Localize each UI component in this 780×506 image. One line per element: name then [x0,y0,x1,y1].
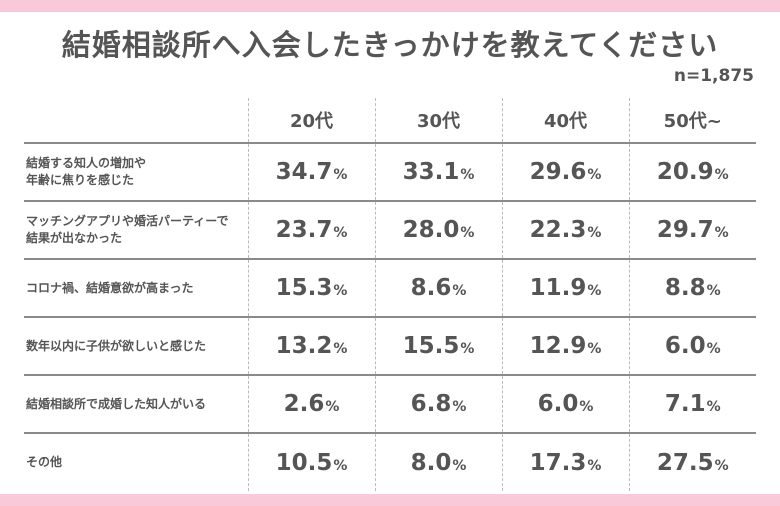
value-cell: 29.6% [501,143,629,201]
percent-unit: % [706,283,721,299]
value-cell: 27.5% [628,433,756,491]
percent-unit: % [460,225,475,241]
value-number: 23.7 [275,217,333,243]
value-number: 2.6 [283,391,325,417]
value-number: 11.9 [529,275,587,301]
percent-unit: % [325,399,340,415]
table-row: 結婚相談所で成婚した知人がいる 2.6% 6.8% 6.0% 7.1% [24,375,756,433]
chart-title: 結婚相談所へ入会したきっかけを教えてください [61,28,719,62]
value-number: 7.1 [664,391,706,417]
value-cell: 33.1% [374,143,502,201]
percent-unit: % [587,341,602,357]
percent-unit: % [714,225,729,241]
percent-unit: % [460,167,475,183]
value-cell: 15.3% [247,259,375,317]
value-number: 27.5 [656,449,714,476]
value-number: 22.3 [529,217,587,243]
value-cell: 29.7% [628,201,756,259]
table-row: コロナ禍、結婚意欲が高まった 15.3% 8.6% 11.9% 8.8% [24,259,756,317]
table-row: 結婚する知人の増加や 年齢に焦りを感じた 34.7% 33.1% 29.6% 20.9% [24,143,756,201]
column-header: 30代 [374,98,502,143]
percent-unit: % [587,283,602,299]
percent-unit: % [460,341,475,357]
percent-unit: % [714,457,729,474]
row-label: マッチングアプリや婚活パーティーで 結果が出なかった [26,214,229,245]
value-cell: 15.5% [374,317,502,375]
value-cell: 7.1% [628,375,756,433]
value-number: 34.7 [275,159,333,185]
column-header: 40代 [501,98,629,143]
percent-unit: % [714,167,729,183]
value-cell: 17.3% [501,433,629,491]
value-cell: 8.6% [374,259,502,317]
value-cell: 12.9% [501,317,629,375]
value-number: 15.5 [402,333,460,359]
percent-unit: % [452,399,467,415]
value-cell: 6.0% [628,317,756,375]
value-cell: 8.8% [628,259,756,317]
table-row: 数年以内に子供が欲しいと感じた 13.2% 15.5% 12.9% 6.0% [24,317,756,375]
value-cell: 13.2% [247,317,375,375]
row-label: コロナ禍、結婚意欲が高まった [26,280,194,295]
row-label: 結婚相談所で成婚した知人がいる [26,396,207,411]
value-number: 8.8 [664,275,706,301]
percent-unit: % [333,283,348,299]
value-cell: 8.0% [374,433,502,491]
value-cell: 2.6% [247,375,375,433]
value-number: 33.1 [402,159,460,185]
row-label: 数年以内に子供が欲しいと感じた [26,338,207,353]
value-cell: 10.5% [247,433,375,491]
value-number: 20.9 [656,159,714,185]
table-body: 結婚する知人の増加や 年齢に焦りを感じた 34.7% 33.1% 29.6% 20.9% マ… [24,143,756,491]
table-row: マッチングアプリや婚活パーティーで 結果が出なかった 23.7% 28.0% 22.3%… [24,201,756,259]
percent-unit: % [452,457,467,474]
value-number: 28.0 [402,217,460,243]
percent-unit: % [333,167,348,183]
value-number: 8.0 [410,449,452,476]
value-cell: 11.9% [501,259,629,317]
value-cell: 34.7% [247,143,375,201]
percent-unit: % [587,457,602,474]
value-number: 8.6 [410,275,452,301]
percent-unit: % [706,399,721,415]
percent-unit: % [333,225,348,241]
percent-unit: % [579,399,594,415]
value-cell: 28.0% [374,201,502,259]
value-number: 29.7 [656,217,714,243]
percent-unit: % [333,341,348,357]
value-number: 15.3 [275,275,333,301]
value-cell: 20.9% [628,143,756,201]
value-number: 13.2 [275,333,333,359]
percent-unit: % [587,167,602,183]
column-header: 50代~ [628,98,756,143]
value-cell: 22.3% [501,201,629,259]
table-row: その他 10.5% 8.0% 17.3% 27.5% [24,433,756,491]
value-number: 10.5 [275,449,333,476]
header-corner [24,98,248,143]
percent-unit: % [706,341,721,357]
row-label: その他 [26,455,63,469]
value-number: 6.8 [410,391,452,417]
survey-table: 20代 30代 40代 50代~ 結婚する知人の増加や 年齢に焦りを感じた 34.7… [24,98,756,491]
sample-size: n=1,875 [673,66,754,86]
value-number: 12.9 [529,333,587,359]
value-number: 6.0 [664,333,706,359]
percent-unit: % [333,457,348,474]
value-cell: 6.0% [501,375,629,433]
value-number: 17.3 [529,449,587,476]
bottom-pink-band [0,494,780,506]
row-label: 結婚する知人の増加や 年齢に焦りを感じた [26,156,147,187]
header-row: 20代 30代 40代 50代~ [24,98,756,143]
value-number: 29.6 [529,159,587,185]
value-number: 6.0 [537,391,579,417]
value-cell: 23.7% [247,201,375,259]
percent-unit: % [587,225,602,241]
top-pink-band [0,0,780,12]
column-header: 20代 [247,98,375,143]
value-cell: 6.8% [374,375,502,433]
percent-unit: % [452,283,467,299]
